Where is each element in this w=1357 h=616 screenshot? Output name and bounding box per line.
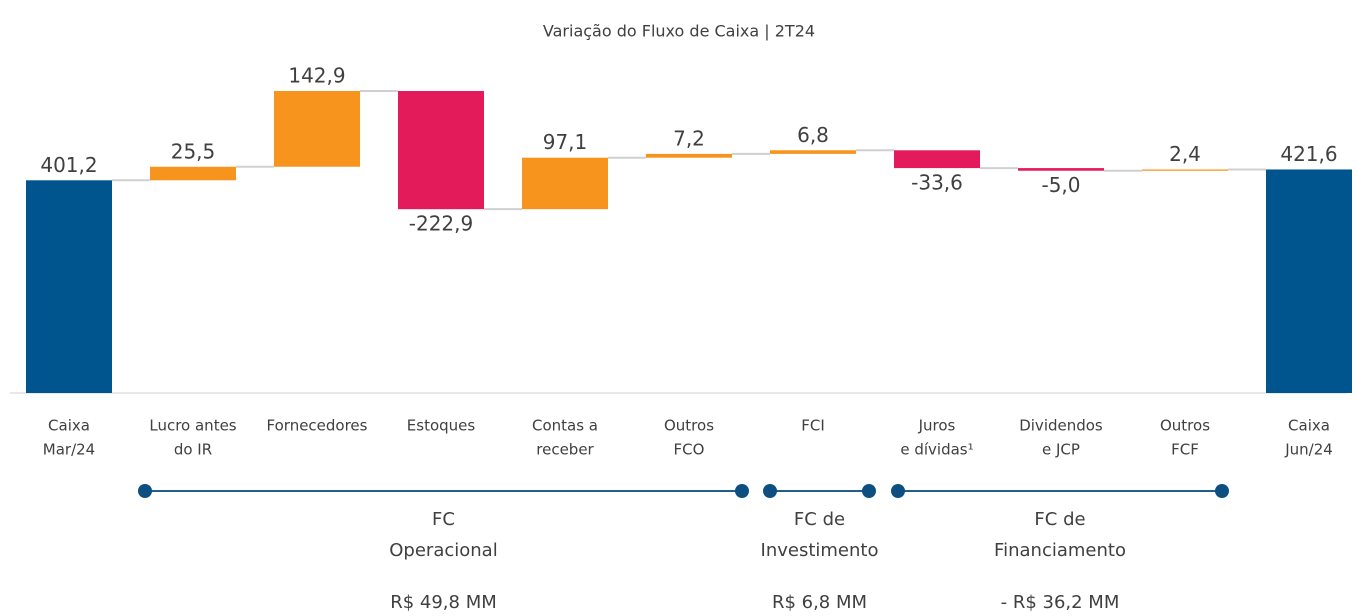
group-dot (138, 484, 152, 498)
x-tick-label: Fornecedores (267, 417, 368, 435)
bar (1018, 168, 1104, 171)
value-label: 6,8 (797, 123, 829, 147)
x-tick-label: do IR (174, 441, 212, 459)
bar (894, 150, 980, 169)
value-label: 142,9 (288, 64, 345, 88)
x-tick-label: Dividendos (1019, 417, 1103, 435)
value-label: 7,2 (673, 126, 705, 150)
x-tick-label: FCI (801, 417, 825, 435)
x-tick-label: Outros (1160, 417, 1210, 435)
x-tick-label: e JCP (1042, 441, 1080, 459)
x-tick-label: Contas a (532, 417, 598, 435)
value-label: 401,2 (40, 153, 97, 177)
group-dot (1215, 484, 1229, 498)
value-label: 421,6 (1280, 142, 1337, 166)
value-label: -222,9 (409, 212, 473, 236)
x-tick-label: Caixa (1288, 417, 1330, 435)
bar (770, 150, 856, 154)
x-tick-label: Caixa (48, 417, 90, 435)
group-dot (735, 484, 749, 498)
bar (646, 153, 732, 158)
bar (398, 91, 484, 210)
bar (150, 166, 236, 181)
group-label: FC de (794, 509, 845, 530)
group-total: R$ 6,8 MM (772, 592, 867, 613)
x-tick-label: FCO (674, 441, 705, 459)
group-dot (862, 484, 876, 498)
group-total: - R$ 36,2 MM (1001, 592, 1120, 613)
x-tick-label: Estoques (407, 417, 476, 435)
value-label: 2,4 (1169, 142, 1201, 166)
bar (274, 91, 360, 167)
value-label: -5,0 (1041, 173, 1080, 197)
x-tick-label: FCF (1171, 441, 1199, 459)
x-tick-label: Lucro antes (149, 417, 236, 435)
bar (1142, 169, 1228, 171)
x-tick-label: Jun/24 (1284, 441, 1333, 459)
value-label: 25,5 (171, 139, 216, 163)
group-dot (763, 484, 777, 498)
bar (26, 180, 112, 393)
x-tick-label: Juros (918, 417, 956, 435)
value-label: 97,1 (543, 130, 588, 154)
group-total: R$ 49,8 MM (390, 592, 497, 613)
group-label: Investimento (761, 540, 879, 561)
x-tick-label: Outros (664, 417, 714, 435)
x-tick-label: receber (536, 441, 594, 459)
chart-title: Variação do Fluxo de Caixa | 2T24 (543, 22, 815, 41)
x-tick-label: e dívidas¹ (900, 441, 973, 459)
group-label: Financiamento (994, 540, 1126, 561)
bar (522, 157, 608, 210)
x-tick-label: Mar/24 (43, 441, 95, 459)
bar (1266, 169, 1352, 393)
group-label: Operacional (389, 540, 497, 561)
group-label: FC de (1034, 509, 1085, 530)
group-label: FC (432, 509, 455, 530)
group-dot (891, 484, 905, 498)
value-label: -33,6 (911, 171, 963, 195)
